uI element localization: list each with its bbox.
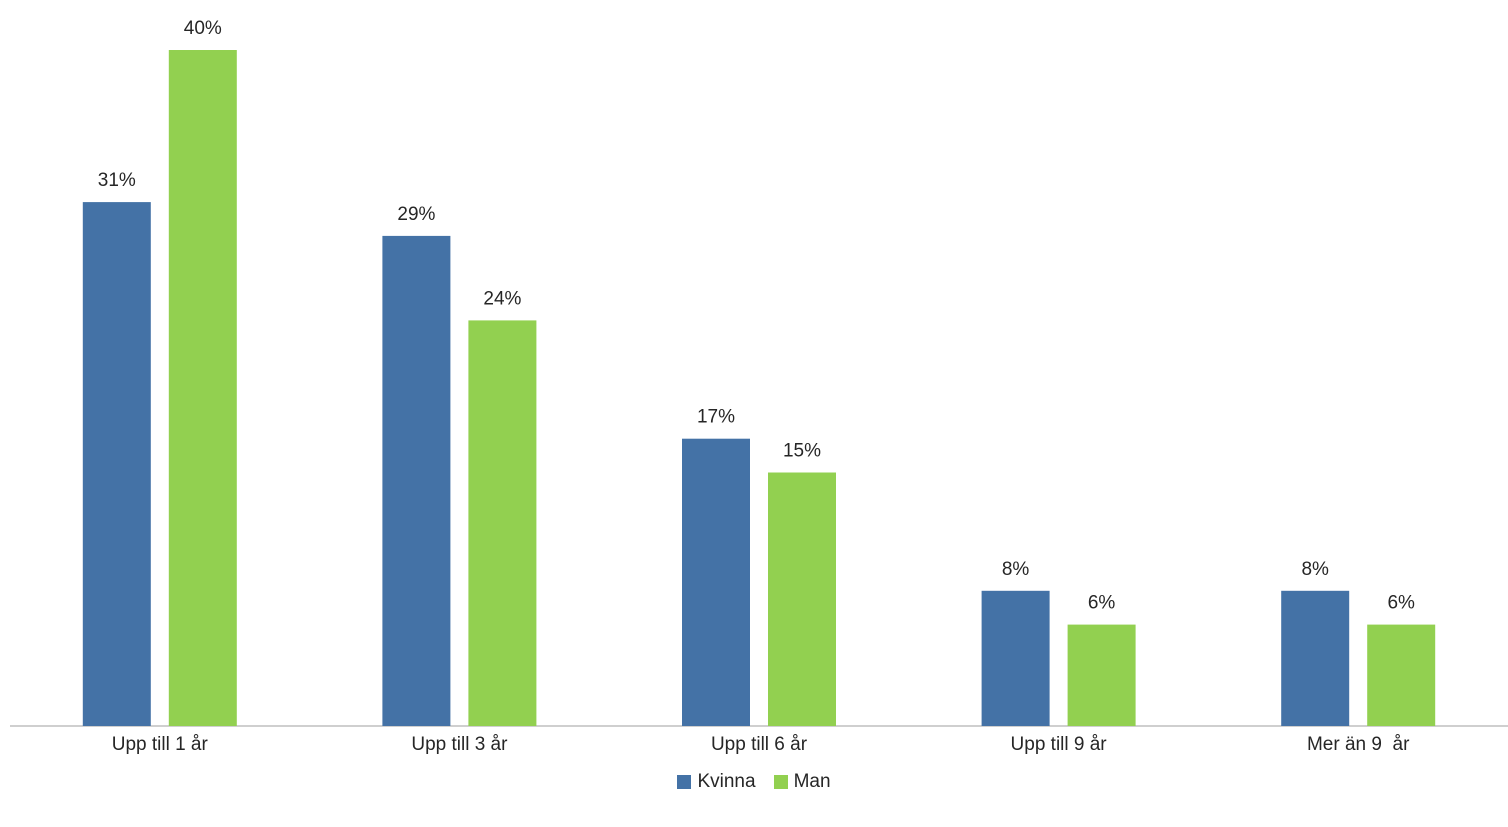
x-tick-label-cat-3: Upp till 9 år	[1011, 734, 1108, 755]
data-label-kvinna-cat-1: 29%	[397, 204, 435, 225]
bar-man-cat-2[interactable]	[768, 472, 836, 727]
data-label-man-cat-4: 6%	[1387, 593, 1415, 614]
bar-man-cat-1[interactable]	[468, 320, 537, 726]
data-label-man-cat-1: 24%	[483, 288, 521, 309]
data-label-man-cat-0: 40%	[184, 18, 222, 39]
legend-label-kvinna: Kvinna	[697, 771, 756, 792]
legend-swatch-man	[773, 775, 788, 789]
bar-kvinna-cat-2[interactable]	[682, 438, 750, 726]
x-tick-label-cat-1: Upp till 3 år	[411, 734, 508, 755]
bar-kvinna-cat-4[interactable]	[1281, 590, 1350, 726]
bar-kvinna-cat-0[interactable]	[82, 202, 151, 727]
legend-swatch-kvinna	[677, 775, 692, 789]
bar-man-cat-3[interactable]	[1067, 624, 1136, 726]
data-label-kvinna-cat-2: 17%	[697, 407, 735, 428]
bar-man-cat-0[interactable]	[168, 50, 237, 726]
data-label-kvinna-cat-4: 8%	[1301, 559, 1329, 580]
legend: Kvinna Man	[0, 771, 1508, 793]
data-label-man-cat-3: 6%	[1088, 593, 1116, 614]
legend-item-kvinna[interactable]: Kvinna	[677, 771, 756, 793]
data-label-kvinna-cat-3: 8%	[1002, 559, 1030, 580]
bar-kvinna-cat-1[interactable]	[382, 235, 451, 726]
bar-man-cat-4[interactable]	[1367, 624, 1436, 726]
data-label-kvinna-cat-0: 31%	[98, 170, 136, 191]
legend-item-man[interactable]: Man	[773, 771, 831, 793]
bars-layer	[82, 50, 1436, 727]
x-tick-label-cat-0: Upp till 1 år	[112, 734, 209, 755]
data-labels-layer: 31% 40% 29% 24% 17% 15% 8% 6% 8% 6%	[98, 18, 1415, 614]
data-label-man-cat-2: 15%	[783, 441, 821, 462]
bar-kvinna-cat-3[interactable]	[981, 590, 1050, 726]
x-tick-label-cat-4: Mer än 9 år	[1307, 734, 1410, 755]
legend-label-man: Man	[793, 771, 831, 792]
x-tick-label-cat-2: Upp till 6 år	[711, 734, 808, 755]
x-tick-labels-layer: Upp till 1 år Upp till 3 år Upp till 6 år U…	[112, 734, 1410, 755]
